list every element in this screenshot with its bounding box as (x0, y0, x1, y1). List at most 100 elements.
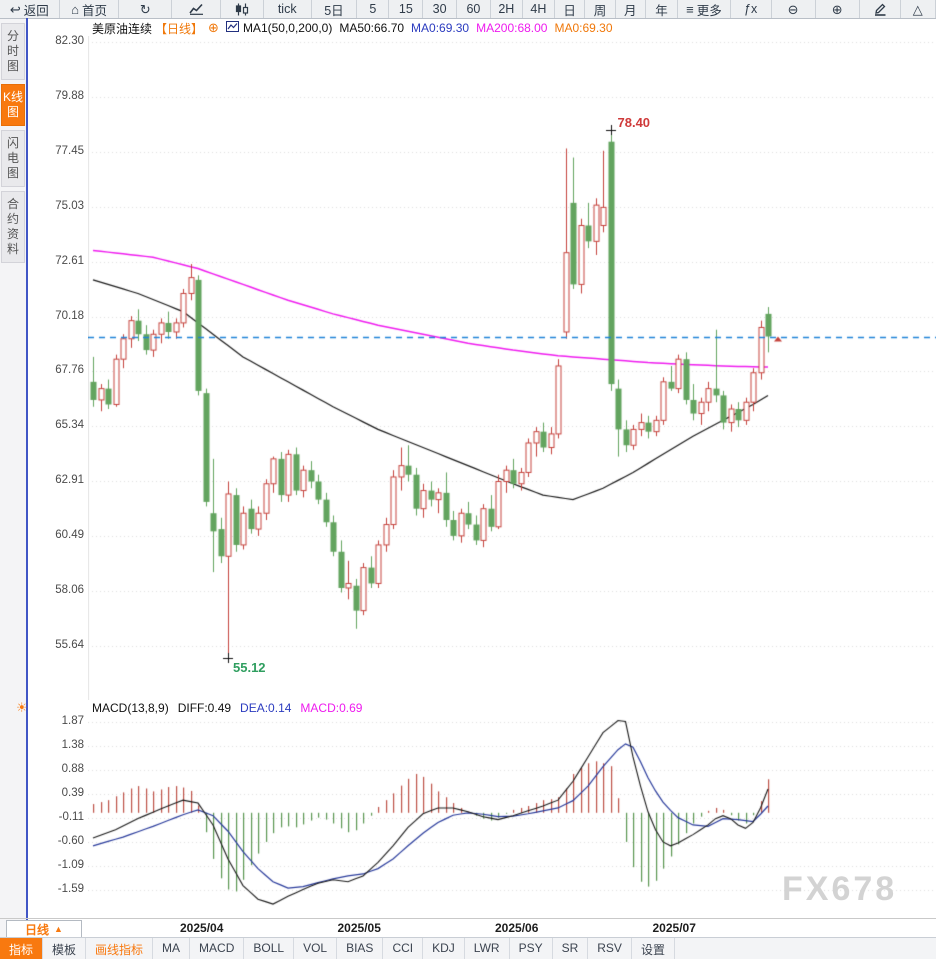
tab-template[interactable]: 模板 (43, 938, 87, 959)
period-tag: 【日线】 (155, 21, 204, 36)
period-year-button[interactable]: 年 (646, 0, 679, 18)
tab-lwr[interactable]: LWR (465, 938, 510, 959)
tab-kline-chart[interactable]: K线图 (1, 84, 25, 126)
home-button-label: 首页 (81, 3, 107, 18)
ma0-blue-value: MA0:69.30 (411, 21, 470, 35)
ma0-orange-value: MA0:69.30 (554, 21, 613, 35)
zoom-out-button[interactable]: ⊖ (772, 0, 816, 18)
shapes-button-icon: △ (912, 1, 923, 17)
period-30m-button[interactable]: 30 (423, 0, 458, 18)
back-button[interactable]: ↩ 返回 (0, 0, 60, 18)
price-tick-label: 65.34 (55, 419, 84, 432)
indicator-fx-button[interactable]: ƒx (731, 0, 772, 18)
tab-rsv[interactable]: RSV (588, 938, 632, 959)
period-15m-button-label: 15 (398, 2, 413, 16)
period-5m-button-label: 5 (369, 2, 377, 16)
period-week-button-label: 周 (593, 3, 607, 18)
tab-settings[interactable]: 设置 (632, 938, 675, 959)
candle-chart-button-icon (235, 3, 249, 16)
tab-bias[interactable]: BIAS (337, 938, 384, 959)
period-2h-button-label: 2H (498, 2, 515, 16)
macd-dea-value: DEA:0.14 (240, 700, 292, 715)
price-tick-label: 62.91 (55, 474, 84, 487)
tab-flash-chart[interactable]: 闪电图 (1, 130, 25, 187)
period-month-button[interactable]: 月 (616, 0, 646, 18)
period-5d-button[interactable]: 5日 (312, 0, 358, 18)
add-compare-icon[interactable]: ⊕ (208, 20, 219, 35)
indicator-settings-icon[interactable]: ☀ (16, 700, 28, 715)
sidebar-divider (26, 18, 28, 948)
macd-tick-label: -0.60 (57, 834, 84, 847)
tab-sr[interactable]: SR (553, 938, 589, 959)
price-pane-canvas[interactable] (88, 36, 936, 700)
tab-indicator[interactable]: 指标 (0, 938, 44, 959)
home-button[interactable]: ⌂ 首页 (60, 0, 120, 18)
tab-ma[interactable]: MA (153, 938, 191, 959)
period-5d-button-label: 5日 (324, 3, 344, 18)
macd-diff-value: DIFF:0.49 (177, 700, 232, 715)
bottom-indicator-bar: 指标 模板 画线指标 MA MACD BOLL VOL BIAS CCI KDJ LWR PSY SR R… (0, 937, 936, 959)
macd-tick-label: -1.09 (57, 858, 84, 871)
tab-draw-indicator[interactable]: 画线指标 (86, 938, 154, 959)
low-price-annotation: 55.12 (233, 659, 266, 675)
period-60m-button[interactable]: 60 (457, 0, 491, 18)
home-button-icon: ⌂ (71, 1, 79, 17)
tab-psy[interactable]: PSY (510, 938, 553, 959)
period-60m-button-label: 60 (466, 2, 481, 16)
more-button-label: 更多 (696, 3, 722, 18)
price-tick-label: 58.06 (55, 584, 84, 597)
macd-value: MACD:0.69 (300, 700, 363, 715)
period-week-button[interactable]: 周 (585, 0, 616, 18)
xaxis-divider (0, 918, 936, 919)
period-15m-button[interactable]: 15 (389, 0, 424, 18)
tab-cci[interactable]: CCI (383, 938, 424, 959)
price-tick-label: 60.49 (55, 529, 84, 542)
price-tick-label: 82.30 (55, 35, 84, 47)
back-button-icon: ↩ (9, 1, 21, 17)
period-5m-button[interactable]: 5 (357, 0, 390, 18)
month-label: 2025/07 (652, 921, 696, 935)
tab-time-chart[interactable]: 分时图 (1, 23, 25, 80)
macd-tick-label: 1.38 (61, 738, 84, 751)
macd-title: MACD(13,8,9) (92, 700, 169, 715)
ma50-value: MA50:66.70 (339, 21, 405, 35)
period-day-button[interactable]: 日 (555, 0, 586, 18)
macd-pane-canvas[interactable] (88, 712, 936, 908)
left-sidebar: 分时图 K线图闪电图合约资料 (0, 19, 26, 948)
draw-pencil-button[interactable] (860, 0, 901, 18)
draw-pencil-button-icon (873, 2, 887, 16)
line-chart-button-icon (189, 3, 204, 15)
macd-tick-label: -0.11 (58, 811, 84, 824)
zoom-in-button[interactable]: ⊕ (816, 0, 860, 18)
tab-boll[interactable]: BOLL (244, 938, 295, 959)
tab-contract-info[interactable]: 合约资料 (1, 191, 25, 263)
period-tick-button[interactable]: tick (264, 0, 312, 18)
candle-chart-button[interactable] (221, 0, 264, 18)
macd-tick-label: 0.39 (61, 786, 84, 799)
tab-vol[interactable]: VOL (294, 938, 338, 959)
tab-kdj[interactable]: KDJ (423, 938, 465, 959)
price-tick-label: 77.45 (55, 144, 84, 157)
period-4h-button[interactable]: 4H (523, 0, 555, 18)
refresh-button-icon: ↻ (139, 1, 151, 17)
high-price-annotation: 78.40 (617, 115, 651, 131)
macd-tick-label: -1.59 (57, 882, 84, 895)
tab-macd[interactable]: MACD (190, 938, 245, 959)
ma200-value: MA200:68.00 (476, 21, 548, 35)
month-label: 2025/06 (495, 921, 539, 935)
more-button-icon: ≡ (686, 1, 694, 17)
macd-header: MACD(13,8,9) DIFF:0.49 DEA:0.14 MACD:0.6… (92, 700, 363, 715)
period-month-button-label: 月 (624, 3, 637, 18)
price-tick-label: 55.64 (55, 638, 84, 651)
line-chart-button[interactable] (172, 0, 222, 18)
period-4h-button-label: 4H (530, 2, 547, 16)
more-button[interactable]: ≡ 更多 (678, 0, 731, 18)
refresh-button[interactable]: ↻ (119, 0, 173, 18)
ma-panel-icon[interactable] (225, 21, 239, 35)
period-dropdown-button[interactable]: 日线 ▲ (6, 920, 82, 938)
top-toolbar: ↩ 返回 ⌂ 首页 ↻ tick 5日 5 15 30 60 2H 4H 日周月年 ≡ 更多 ƒx ⊖ ⊕ △ (0, 0, 936, 19)
period-2h-button[interactable]: 2H (491, 0, 523, 18)
indicator-fx-button-label: ƒx (744, 2, 758, 16)
shapes-button[interactable]: △ (901, 0, 936, 18)
period-day-button-label: 日 (563, 3, 576, 18)
